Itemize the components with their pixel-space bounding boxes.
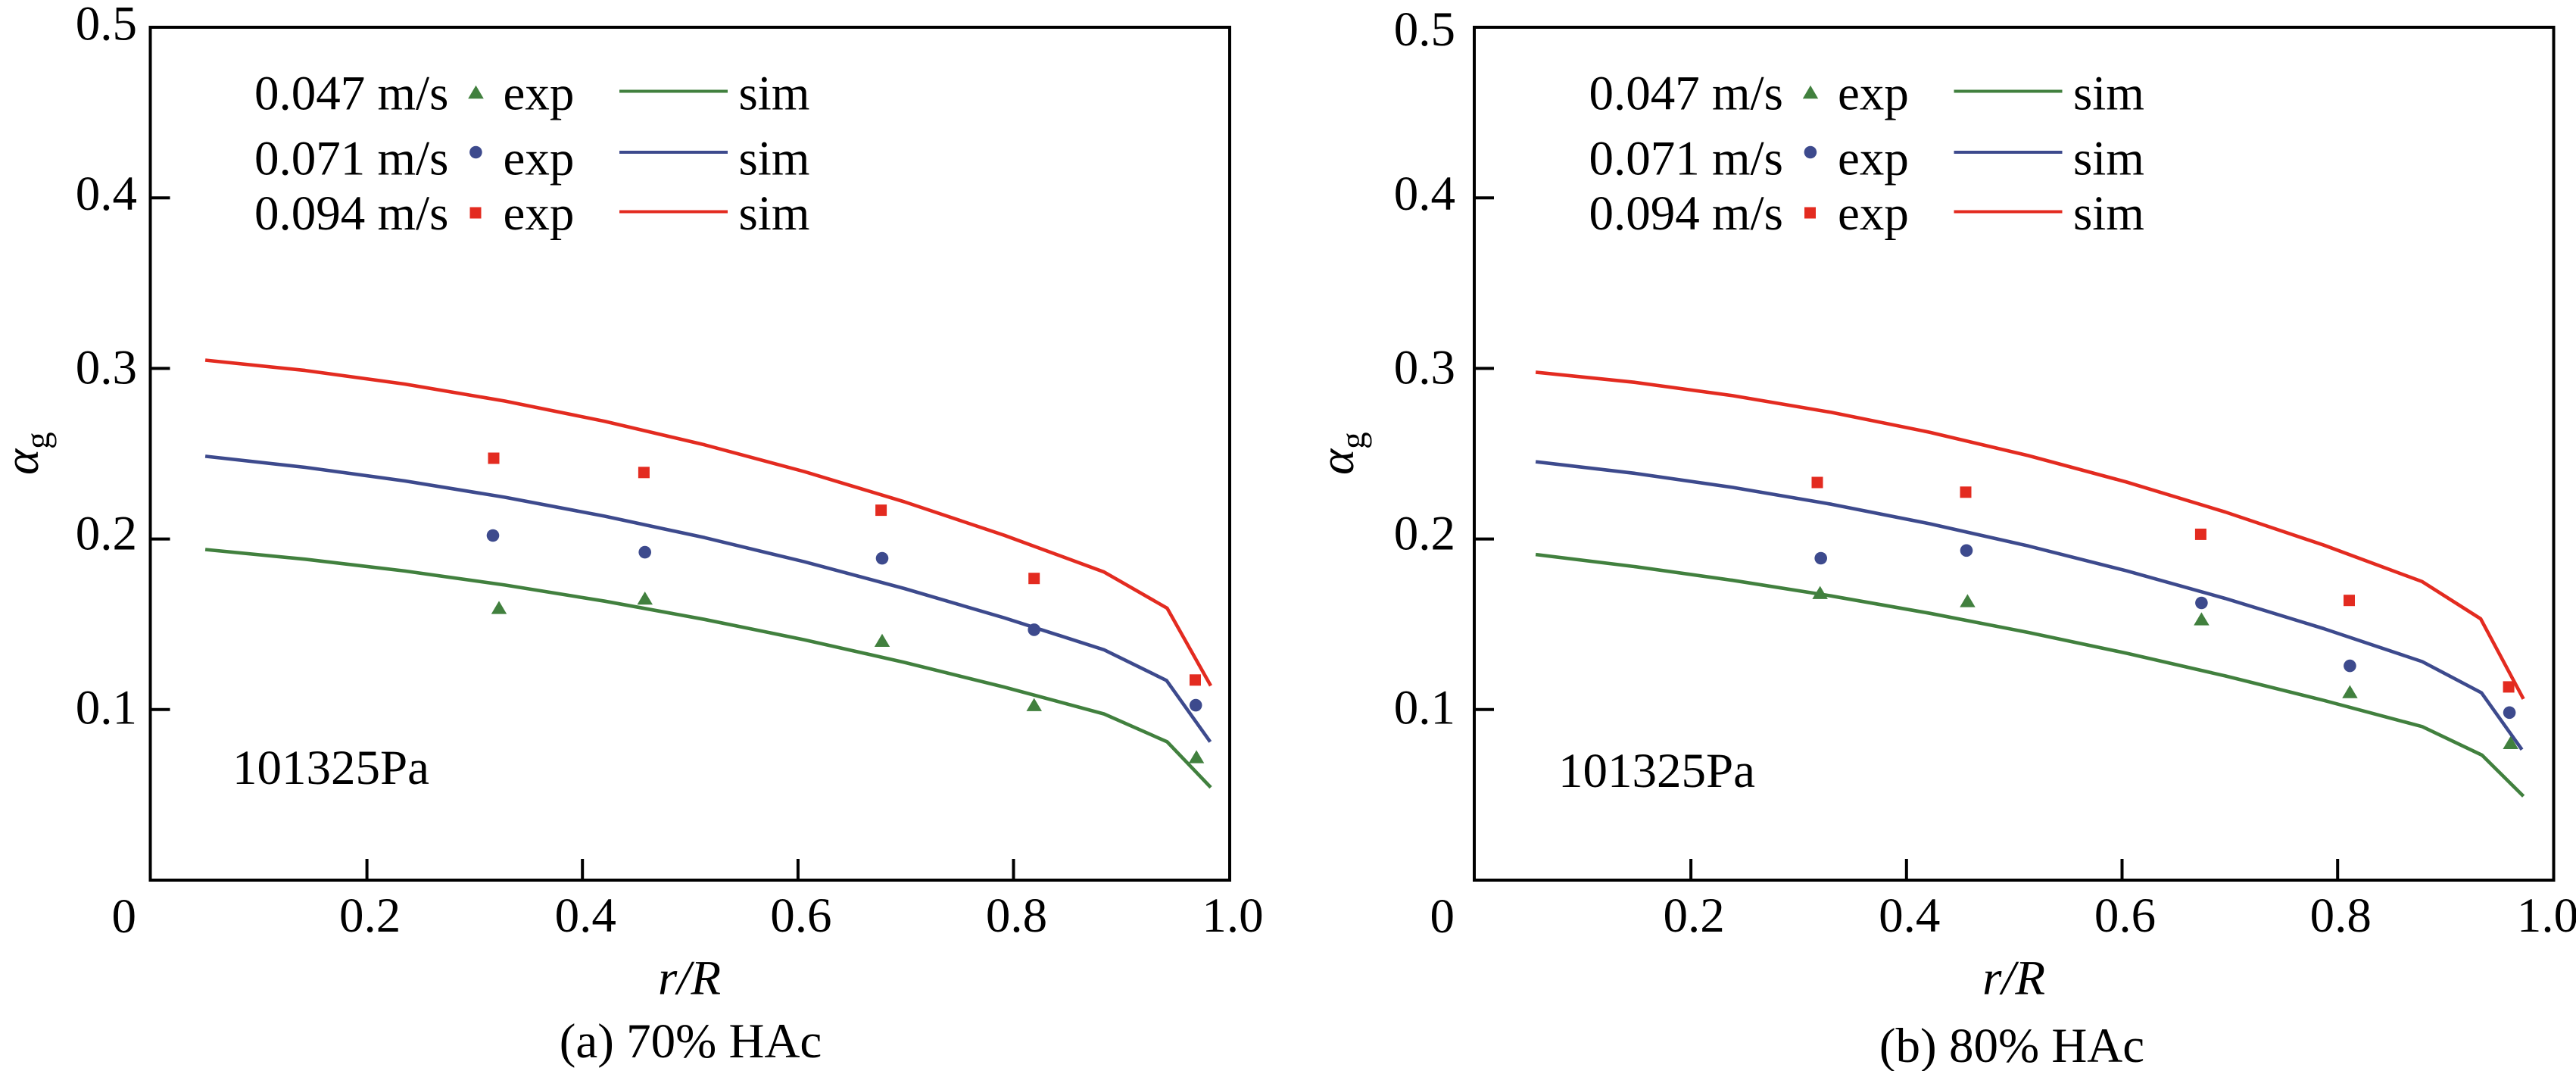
- svg-text:1.0: 1.0: [2517, 888, 2576, 943]
- svg-text:exp: exp: [504, 132, 575, 186]
- svg-text:0.047 m/s: 0.047 m/s: [254, 67, 448, 121]
- svg-text:0.047 m/s: 0.047 m/s: [1589, 67, 1783, 121]
- svg-text:0.1: 0.1: [76, 681, 137, 735]
- svg-text:0.5: 0.5: [76, 0, 137, 52]
- svg-text:exp: exp: [504, 67, 575, 121]
- svg-text:0.6: 0.6: [2094, 888, 2156, 943]
- svg-text:0: 0: [1430, 889, 1455, 944]
- svg-text:0: 0: [112, 889, 137, 944]
- svg-text:0.2: 0.2: [339, 888, 401, 943]
- svg-text:sim: sim: [2073, 186, 2144, 241]
- svg-text:sim: sim: [2073, 132, 2144, 186]
- svg-text:sim: sim: [739, 67, 810, 121]
- svg-text:exp: exp: [1838, 132, 1909, 186]
- svg-text:sim: sim: [739, 186, 810, 241]
- svg-text:0.8: 0.8: [986, 888, 1047, 943]
- svg-text:0.4: 0.4: [555, 888, 616, 943]
- svg-text:r/R: r/R: [1982, 951, 2045, 1006]
- svg-text:(a) 70% HAc: (a) 70% HAc: [560, 1014, 822, 1069]
- svg-text:sim: sim: [2073, 67, 2144, 121]
- svg-text:exp: exp: [1838, 67, 1909, 121]
- svg-text:101325Pa: 101325Pa: [1558, 744, 1755, 798]
- svg-text:0.094 m/s: 0.094 m/s: [254, 186, 448, 241]
- svg-text:0.4: 0.4: [1879, 888, 1940, 943]
- svg-text:0.1: 0.1: [1394, 681, 1455, 735]
- svg-text:0.071 m/s: 0.071 m/s: [254, 132, 448, 186]
- svg-text:exp: exp: [504, 186, 575, 241]
- svg-text:0.071 m/s: 0.071 m/s: [1589, 132, 1783, 186]
- svg-text:0.6: 0.6: [770, 888, 831, 943]
- svg-text:0.4: 0.4: [76, 167, 137, 221]
- svg-text:exp: exp: [1838, 186, 1909, 241]
- svg-text:0.3: 0.3: [1394, 341, 1455, 395]
- svg-text:0.2: 0.2: [1663, 888, 1724, 943]
- svg-text:101325Pa: 101325Pa: [232, 741, 429, 795]
- svg-text:0.2: 0.2: [76, 507, 137, 561]
- svg-text:0.3: 0.3: [76, 341, 137, 395]
- svg-text:0.5: 0.5: [1394, 2, 1455, 57]
- svg-text:0.094 m/s: 0.094 m/s: [1589, 186, 1783, 241]
- svg-text:(b) 80% HAc: (b) 80% HAc: [1879, 1019, 2144, 1071]
- svg-text:sim: sim: [739, 132, 810, 186]
- svg-text:0.8: 0.8: [2310, 888, 2372, 943]
- svg-text:0.4: 0.4: [1394, 167, 1455, 221]
- svg-text:0.2: 0.2: [1394, 507, 1455, 561]
- svg-text:1.0: 1.0: [1202, 888, 1263, 943]
- svg-text:r/R: r/R: [658, 951, 721, 1006]
